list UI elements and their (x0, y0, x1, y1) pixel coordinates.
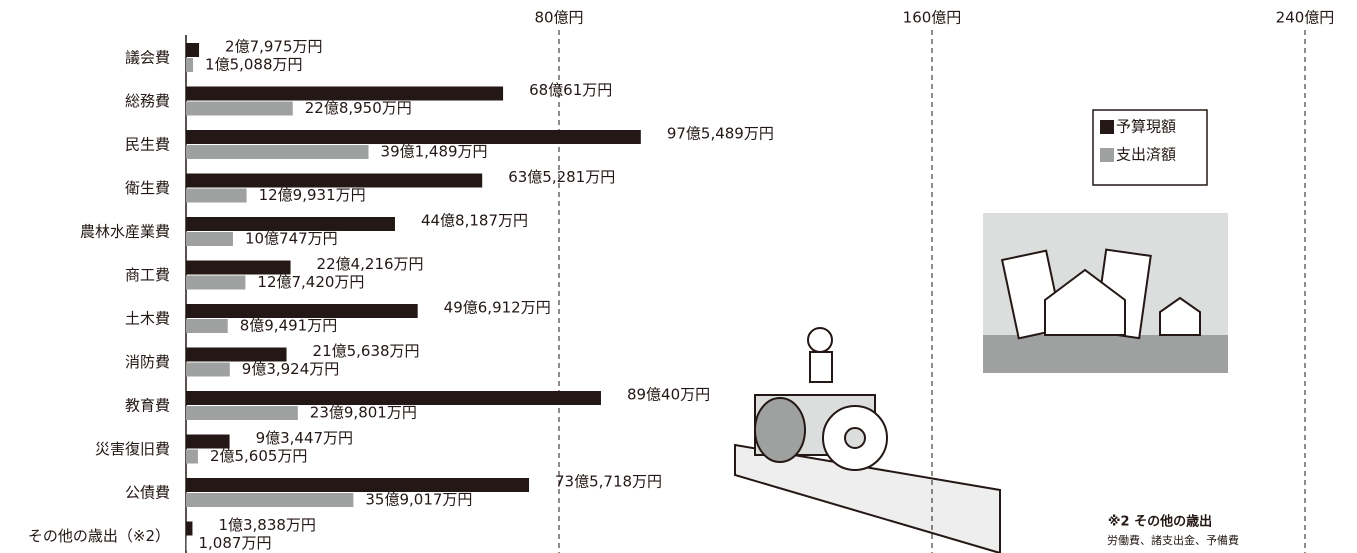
legend-label: 予算現額 (1116, 118, 1176, 136)
bar (186, 319, 228, 333)
x-tick-label: 80億円 (534, 9, 583, 27)
category-label: 土木費 (125, 310, 170, 328)
annotation-text: 労働費、諸支出金、予備費 (1107, 533, 1239, 547)
bar (186, 232, 233, 246)
value-label: 22億4,216万円 (317, 255, 424, 273)
value-label: 21億5,638万円 (313, 342, 420, 360)
value-label: 44億8,187万円 (421, 212, 528, 230)
bar (186, 363, 230, 377)
value-label: 39億1,489万円 (381, 143, 488, 161)
legend-swatch (1100, 148, 1114, 162)
x-tick-label: 240億円 (1276, 9, 1335, 27)
value-label: 8億9,491万円 (240, 317, 337, 335)
category-label: 農林水産業費 (80, 223, 170, 241)
category-label: その他の歳出（※2） (28, 527, 170, 545)
value-label: 1億3,838万円 (218, 516, 316, 534)
value-label: 10億747万円 (245, 230, 338, 248)
value-label: 23億9,801万円 (310, 404, 417, 422)
category-label: 災害復旧費 (95, 440, 170, 458)
roller-illustration (735, 328, 1000, 553)
category-label: 民生費 (125, 136, 170, 154)
bar (186, 145, 369, 159)
value-label: 9億3,447万円 (256, 429, 353, 447)
category-label: 公債費 (125, 484, 170, 502)
category-label: 消防費 (125, 353, 170, 371)
value-label: 1,087万円 (199, 534, 272, 552)
disaster-illustration (983, 213, 1228, 373)
category-label: 総務費 (125, 92, 170, 110)
annotation-title: ※2 その他の歳出 (1108, 514, 1212, 530)
bar (186, 406, 298, 420)
bar (186, 537, 187, 551)
category-label: 議会費 (125, 49, 170, 67)
value-label: 2億7,975万円 (225, 38, 322, 56)
bar (186, 276, 245, 290)
value-label: 68億61万円 (529, 81, 612, 99)
value-label: 49億6,912万円 (444, 299, 551, 317)
bar (186, 478, 529, 492)
bar (186, 102, 293, 116)
legend-swatch (1100, 120, 1114, 134)
value-label: 73億5,718万円 (555, 473, 662, 491)
category-label: 衛生費 (125, 179, 170, 197)
category-label: 商工費 (125, 266, 170, 284)
bar (186, 189, 247, 203)
value-label: 89億40万円 (627, 386, 710, 404)
bar (186, 493, 353, 507)
value-label: 22億8,950万円 (305, 99, 412, 117)
value-label: 2億5,605万円 (210, 447, 308, 465)
value-label: 12億7,420万円 (257, 273, 364, 291)
category-label: 教育費 (125, 397, 170, 415)
chart: 80億円 160億円 240億円議会費 2億7,975万円1億5,088万円総務費 68… (0, 0, 1357, 553)
value-label: 35億9,017万円 (365, 491, 472, 509)
value-label: 97億5,489万円 (667, 125, 774, 143)
value-label: 9億3,924万円 (242, 360, 339, 378)
value-label: 12億9,931万円 (259, 186, 366, 204)
bar (186, 58, 193, 72)
value-label: 1億5,088万円 (205, 56, 303, 74)
bar (186, 450, 198, 464)
legend-label: 支出済額 (1116, 146, 1176, 164)
bar (186, 43, 199, 57)
value-label: 63億5,281万円 (508, 168, 615, 186)
x-tick-label: 160億円 (903, 9, 962, 27)
bar (186, 522, 192, 536)
